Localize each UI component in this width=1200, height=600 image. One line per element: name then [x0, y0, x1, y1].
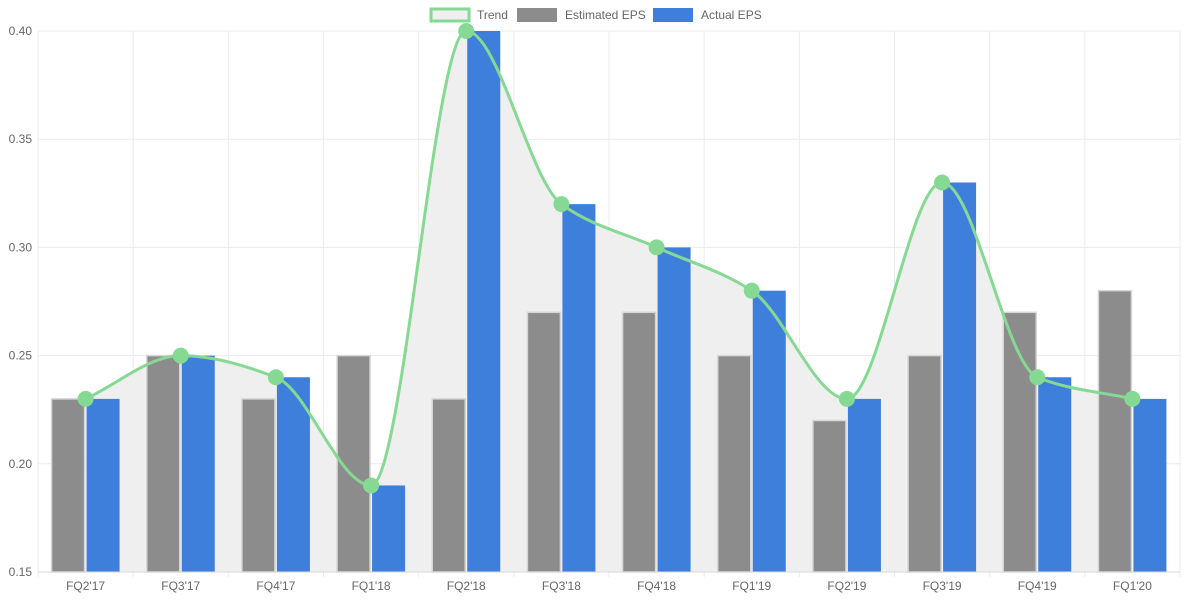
legend[interactable]: Trend Estimated EPS Actual EPS [429, 7, 762, 23]
trend-point[interactable] [363, 477, 380, 494]
estimated-eps-bar[interactable] [526, 311, 562, 573]
estimated-eps-bar[interactable] [907, 354, 942, 573]
trend-point[interactable] [1124, 390, 1141, 407]
actual-eps-bar[interactable] [752, 290, 786, 572]
actual-eps-bar[interactable] [943, 182, 977, 573]
estimated-eps-bar[interactable] [621, 311, 657, 573]
trend-point[interactable] [838, 390, 855, 407]
actual-eps-bar[interactable] [847, 398, 881, 572]
actual-eps-bar[interactable] [657, 247, 691, 572]
legend-label: Estimated EPS [565, 8, 646, 22]
trend-point[interactable] [648, 239, 665, 256]
x-tick-label: FQ3'18 [542, 579, 581, 593]
bar-layer [50, 31, 1167, 573]
estimated-eps-bar[interactable] [717, 354, 752, 573]
x-tick-label: FQ4'19 [1018, 579, 1057, 593]
legend-item-actual-eps[interactable]: Actual EPS [653, 8, 762, 22]
legend-swatch [517, 8, 557, 22]
actual-eps-bar[interactable] [276, 377, 310, 572]
y-tick-label: 0.30 [9, 240, 33, 254]
trend-point[interactable] [267, 369, 284, 386]
actual-eps-bar[interactable] [372, 485, 406, 572]
trend-point[interactable] [172, 347, 189, 364]
y-tick-label: 0.15 [9, 565, 33, 579]
x-tick-label: FQ1'19 [732, 579, 771, 593]
x-tick-label: FQ2'17 [66, 579, 105, 593]
y-tick-label: 0.40 [9, 24, 33, 38]
estimated-eps-bar[interactable] [431, 398, 466, 573]
estimated-eps-bar[interactable] [146, 354, 181, 573]
estimated-eps-bar[interactable] [1002, 311, 1037, 573]
axis-layer: 0.15 0.20 0.25 0.30 0.35 0.40 FQ2'17 FQ3'17 FQ4'… [9, 24, 1180, 593]
actual-eps-bar[interactable] [1133, 398, 1167, 572]
trend-point[interactable] [77, 390, 94, 407]
y-tick-label: 0.35 [9, 132, 33, 146]
y-tick-label: 0.25 [9, 349, 33, 363]
estimated-eps-bar[interactable] [812, 419, 847, 573]
legend-item-estimated-eps[interactable]: Estimated EPS [517, 8, 646, 22]
x-tick-label: FQ1'18 [352, 579, 391, 593]
x-tick-label: FQ2'18 [447, 579, 486, 593]
actual-eps-bar[interactable] [181, 355, 215, 572]
trend-point[interactable] [743, 282, 760, 299]
actual-eps-bar[interactable] [562, 204, 596, 572]
legend-swatch-trend [429, 7, 471, 23]
y-tick-label: 0.20 [9, 457, 33, 471]
trend-point[interactable] [458, 23, 475, 39]
x-tick-label: FQ3'19 [923, 579, 962, 593]
trend-line-layer [77, 23, 1141, 494]
estimated-eps-bar[interactable] [1097, 289, 1133, 573]
legend-item-trend[interactable]: Trend [429, 7, 508, 23]
actual-eps-bar[interactable] [467, 31, 501, 572]
trend-point[interactable] [1029, 369, 1046, 386]
x-tick-label: FQ3'17 [161, 579, 200, 593]
x-tick-label: FQ2'19 [827, 579, 866, 593]
legend-swatch [653, 8, 693, 22]
trend-point[interactable] [934, 174, 951, 191]
x-tick-label: FQ4'17 [256, 579, 295, 593]
x-tick-label: FQ1'20 [1113, 579, 1152, 593]
trend-point[interactable] [553, 196, 570, 213]
legend-label: Trend [477, 8, 508, 22]
estimated-eps-bar[interactable] [50, 398, 86, 573]
estimated-eps-bar[interactable] [241, 398, 276, 573]
legend-label: Actual EPS [701, 8, 762, 22]
x-tick-label: FQ4'18 [637, 579, 676, 593]
actual-eps-bar[interactable] [86, 398, 120, 572]
actual-eps-bar[interactable] [1038, 377, 1072, 572]
